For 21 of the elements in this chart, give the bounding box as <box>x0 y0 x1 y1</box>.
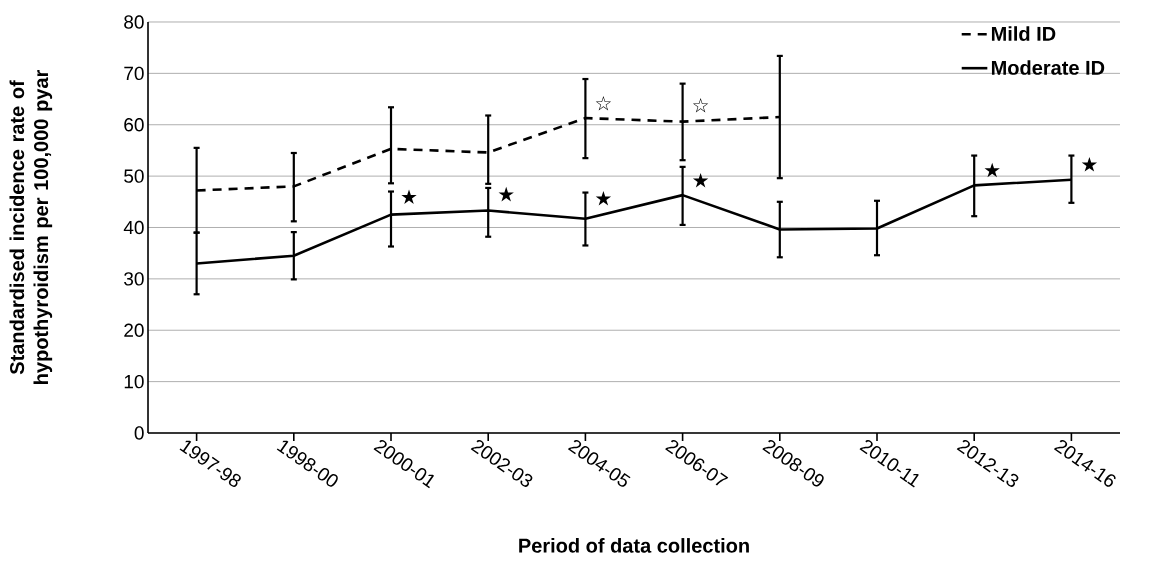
annotation: ★ <box>595 190 612 206</box>
x-axis-title: Period of data collection <box>519 538 749 553</box>
annotation: ☆ <box>692 97 709 113</box>
annotation: ★ <box>498 186 514 202</box>
y-tick-label: 60 <box>124 118 144 132</box>
annotation: ★ <box>984 162 1000 178</box>
y-tick-label: 30 <box>124 272 144 286</box>
legend-label: Moderate ID <box>991 60 1105 75</box>
y-axis-title: Standardised incidence rate of hypothyroidism per 100,000 pyar <box>9 69 53 384</box>
annotation: ★ <box>401 189 417 204</box>
y-tick-label: 20 <box>124 323 144 337</box>
y-tick-label: 10 <box>124 374 144 389</box>
y-tick-label: 40 <box>123 220 144 235</box>
y-tick-label: 50 <box>124 169 144 183</box>
y-tick-label: 80 <box>124 15 144 29</box>
y-tick-label: 0 <box>134 426 144 440</box>
annotation: ★ <box>1081 157 1098 172</box>
annotation: ☆ <box>595 95 612 111</box>
legend-label: Mild ID <box>991 26 1056 41</box>
annotation: ★ <box>692 172 709 188</box>
y-tick-label: 70 <box>124 66 144 81</box>
